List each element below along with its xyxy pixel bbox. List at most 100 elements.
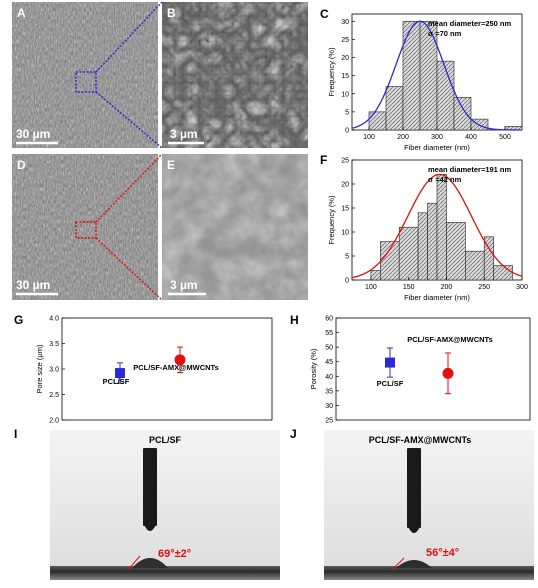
histogram-bar xyxy=(483,236,494,281)
scale-label-d: 30 µm xyxy=(16,278,50,292)
histogram-bar xyxy=(427,202,438,281)
scale-label-a: 30 µm xyxy=(16,127,50,141)
sem-texture-e xyxy=(162,154,308,300)
y-tick-label: 35 xyxy=(325,388,333,395)
histogram-bar xyxy=(436,174,447,281)
needle-tip-j xyxy=(407,524,421,533)
contact-image-i xyxy=(50,430,280,580)
x-axis-title: Fiber diameter (nm) xyxy=(404,293,470,302)
panel-a: 30 µm A xyxy=(12,2,158,148)
y-tick-label: 20 xyxy=(341,182,349,189)
series-label: PCL/SF-AMX@MWCNTs xyxy=(407,335,493,344)
panel-letter-h: H xyxy=(290,313,299,327)
y-tick-label: 55 xyxy=(325,330,333,337)
y-tick-label: 2.0 xyxy=(49,418,59,425)
histogram-bar xyxy=(417,212,428,281)
zoom-line-top-d xyxy=(95,153,163,223)
contact-image-j xyxy=(324,430,534,580)
y-axis-title: Pore size (μm) xyxy=(35,344,44,393)
y-tick-label: 30 xyxy=(341,19,349,26)
needle-j xyxy=(407,448,421,528)
histogram-bar xyxy=(368,111,387,131)
data-point xyxy=(385,357,395,368)
porosity-chart: 25 30 35 40 45 50 55 60 Porosity (%) PCL/SF PCL/SF… xyxy=(309,316,531,425)
contact-title-j: PCL/SF-AMX@MWCNTs xyxy=(369,435,472,445)
needle-tip-i xyxy=(143,522,157,531)
y-tick-label: 25 xyxy=(341,158,349,165)
panel-e: 3 µm E xyxy=(162,154,308,300)
x-tick-label: 300 xyxy=(431,134,443,141)
panel-i: I PCL/SF 69°±2° xyxy=(14,427,280,580)
y-tick-label: 25 xyxy=(325,418,333,425)
zoom-box-a xyxy=(75,71,97,93)
y-tick-label: 15 xyxy=(341,206,349,213)
x-tick-label: 250 xyxy=(478,284,490,291)
histogram-bar xyxy=(436,60,455,131)
histogram-c: 100 200 300 400 500 0 5 10 15 20 25 30 Fiber diamete… xyxy=(327,13,523,152)
plot-frame xyxy=(335,317,531,421)
droplet-i xyxy=(132,558,168,568)
series-label: PCL/SF xyxy=(103,377,130,386)
y-tick-label: 40 xyxy=(325,374,333,381)
zoom-box-d xyxy=(75,221,97,239)
y-tick-label: 4.0 xyxy=(49,316,59,323)
tangent-line-j xyxy=(391,557,405,571)
zoom-line-bottom-a xyxy=(95,91,163,149)
y-tick-label: 30 xyxy=(325,403,333,410)
panel-d: 30 µm D xyxy=(12,154,158,300)
y-tick-label: 20 xyxy=(341,55,349,62)
fit-annotation: σ =42 nm xyxy=(428,175,462,184)
x-axis-title: Fiber diameter (nm) xyxy=(404,143,470,152)
y-tick-label: 0 xyxy=(345,128,349,135)
panel-letter-d: D xyxy=(17,158,26,172)
x-tick-label: 200 xyxy=(441,284,453,291)
panel-j: J PCL/SF-AMX@MWCNTs 56°±4° xyxy=(290,427,534,580)
x-tick-label: 100 xyxy=(363,134,375,141)
gaussian-fit-curve xyxy=(351,20,522,131)
x-tick-label: 500 xyxy=(499,134,511,141)
x-tick-label: 300 xyxy=(516,284,528,291)
histogram-bar xyxy=(385,86,404,131)
histogram-bar xyxy=(370,270,381,281)
y-tick-label: 10 xyxy=(341,91,349,98)
surface-j xyxy=(324,566,534,580)
y-tick-label: 15 xyxy=(341,73,349,80)
tangent-line-i xyxy=(127,555,141,571)
panel-letter-b: B xyxy=(167,6,176,20)
y-tick-label: 25 xyxy=(341,37,349,44)
panel-letter-g: G xyxy=(14,313,23,327)
x-tick-label: 400 xyxy=(465,134,477,141)
histogram-bar xyxy=(398,226,419,281)
panel-b: 3 µm B xyxy=(162,2,308,148)
droplet-j xyxy=(396,560,432,568)
y-tick-label: 2.5 xyxy=(49,392,59,399)
y-tick-label: 3.0 xyxy=(49,367,59,374)
histogram-bar xyxy=(453,97,472,131)
x-tick-label: 150 xyxy=(403,284,415,291)
panel-letter-e: E xyxy=(167,158,175,172)
contact-angle-i: 69°±2° xyxy=(158,548,191,560)
data-point xyxy=(442,367,454,379)
histogram-bar xyxy=(380,241,400,281)
series-label: PCL/SF-AMX@MWCNTs xyxy=(133,363,219,372)
gaussian-fit-curve xyxy=(351,173,523,279)
scale-label-b: 3 µm xyxy=(170,127,198,141)
histogram-bar xyxy=(402,20,421,131)
panel-letter-i: I xyxy=(14,427,17,441)
fit-annotation: σ =70 nm xyxy=(428,29,462,38)
histogram-bar xyxy=(465,250,485,281)
y-tick-label: 60 xyxy=(325,316,333,323)
panel-letter-c: C xyxy=(320,7,329,21)
y-tick-label: 45 xyxy=(325,359,333,366)
surface-i xyxy=(50,566,280,580)
y-tick-label: 3.5 xyxy=(49,341,59,348)
data-point xyxy=(174,354,186,366)
y-axis-title: Frequency (%) xyxy=(327,47,336,97)
histogram-f: 100 150 200 250 300 0 5 10 15 20 25 Fiber diameter … xyxy=(327,158,528,303)
panel-letter-a: A xyxy=(17,6,26,20)
sem-texture-d xyxy=(12,154,158,300)
scale-label-e: 3 µm xyxy=(170,278,198,292)
y-tick-label: 5 xyxy=(345,109,349,116)
contact-angle-j: 56°±4° xyxy=(426,547,459,559)
